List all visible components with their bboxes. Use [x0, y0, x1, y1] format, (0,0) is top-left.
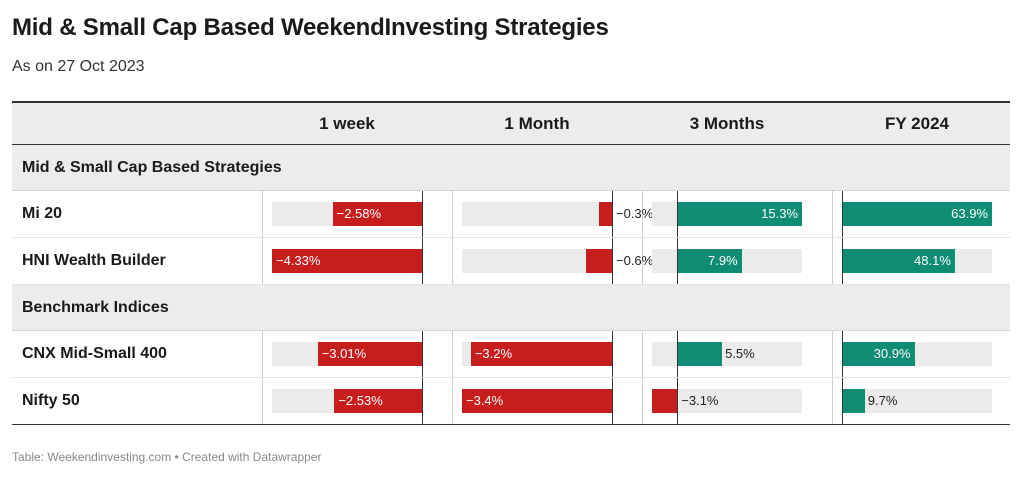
column-header-fy-2024: FY 2024 [885, 114, 949, 133]
chart-footer: Table: Weekendinvesting.com • Created wi… [12, 450, 322, 464]
value-label: 48.1% [914, 253, 951, 268]
positive-bar [842, 389, 865, 413]
group-label: Benchmark Indices [22, 299, 169, 316]
column-divider [642, 238, 643, 284]
table-row: Nifty 50 −2.53% −3.4% −3.1% 9.7% [12, 378, 1010, 425]
zero-line [677, 238, 678, 284]
column-divider [832, 378, 833, 424]
zero-line [422, 378, 423, 424]
group-header-row: Mid & Small Cap Based Strategies [12, 145, 1010, 191]
negative-bar [470, 342, 612, 366]
negative-bar [598, 202, 612, 226]
column-divider [262, 191, 263, 237]
value-label: 5.5% [725, 346, 755, 361]
column-divider [642, 191, 643, 237]
table-row: HNI Wealth Builder −4.33% −0.6% 7.9% 48.1% [12, 238, 1010, 285]
zero-line [677, 378, 678, 424]
row-label: Nifty 50 [22, 392, 80, 409]
table-header-row: 1 week 1 Month 3 Months FY 2024 [12, 101, 1010, 145]
column-header-3-months: 3 Months [689, 114, 765, 133]
value-label: −3.1% [681, 393, 719, 408]
zero-line [422, 331, 423, 377]
row-label: Mi 20 [22, 205, 63, 222]
value-label: −3.2% [474, 346, 513, 361]
value-label: −2.53% [338, 393, 383, 408]
row-label: HNI Wealth Builder [22, 252, 166, 269]
value-label: −3.4% [466, 393, 504, 408]
zero-line [612, 191, 613, 237]
zero-line [677, 191, 678, 237]
group-label: Mid & Small Cap Based Strategies [22, 159, 282, 176]
negative-bar [272, 249, 422, 273]
positive-bar [677, 342, 723, 366]
column-divider [452, 238, 453, 284]
zero-line [842, 378, 843, 424]
column-divider [452, 378, 453, 424]
group-header-row: Benchmark Indices [12, 285, 1010, 331]
zero-line [422, 191, 423, 237]
negative-bar [334, 389, 422, 413]
table-row: CNX Mid-Small 400 −3.01% −3.2% 5.5% 30.9% [12, 331, 1010, 378]
positive-bar [677, 249, 742, 273]
column-divider [262, 378, 263, 424]
column-divider [262, 238, 263, 284]
column-divider [832, 238, 833, 284]
column-divider [832, 331, 833, 377]
positive-bar [842, 249, 955, 273]
negative-bar [652, 389, 678, 413]
value-label: −2.58% [336, 206, 382, 221]
value-label: −0.6% [616, 253, 654, 268]
zero-line [612, 238, 613, 284]
negative-bar [317, 342, 422, 366]
chart-subtitle: As on 27 Oct 2023 [12, 58, 145, 75]
positive-bar [677, 202, 802, 226]
bar-track [462, 202, 612, 226]
negative-bar [585, 249, 612, 273]
value-label: 63.9% [951, 206, 988, 221]
value-label: 7.9% [708, 253, 738, 268]
column-divider [832, 191, 833, 237]
negative-bar [332, 202, 422, 226]
value-label: 9.7% [867, 393, 898, 408]
column-divider [262, 331, 263, 377]
row-label: CNX Mid-Small 400 [22, 345, 167, 362]
zero-line [677, 331, 678, 377]
column-divider [642, 378, 643, 424]
bar-track [842, 389, 992, 413]
value-label: 30.9% [873, 346, 911, 361]
value-label: 15.3% [761, 206, 798, 221]
column-divider [452, 331, 453, 377]
zero-line [612, 331, 613, 377]
zero-line [842, 191, 843, 237]
column-header-1-month: 1 Month [504, 114, 570, 133]
zero-line [612, 378, 613, 424]
zero-line [842, 238, 843, 284]
value-label: −0.3% [616, 206, 654, 221]
column-divider [452, 191, 453, 237]
value-label: −4.33% [276, 253, 321, 268]
zero-line [842, 331, 843, 377]
column-divider [642, 331, 643, 377]
table-row: Mi 20 −2.58% −0.3% 15.3% 63.9% [12, 191, 1010, 238]
negative-bar [462, 389, 612, 413]
chart-title: Mid & Small Cap Based WeekendInvesting S… [12, 14, 609, 41]
value-label: −3.01% [321, 346, 367, 361]
positive-bar [842, 202, 992, 226]
zero-line [422, 238, 423, 284]
positive-bar [842, 342, 915, 366]
column-header-1-week: 1 week [319, 114, 375, 133]
